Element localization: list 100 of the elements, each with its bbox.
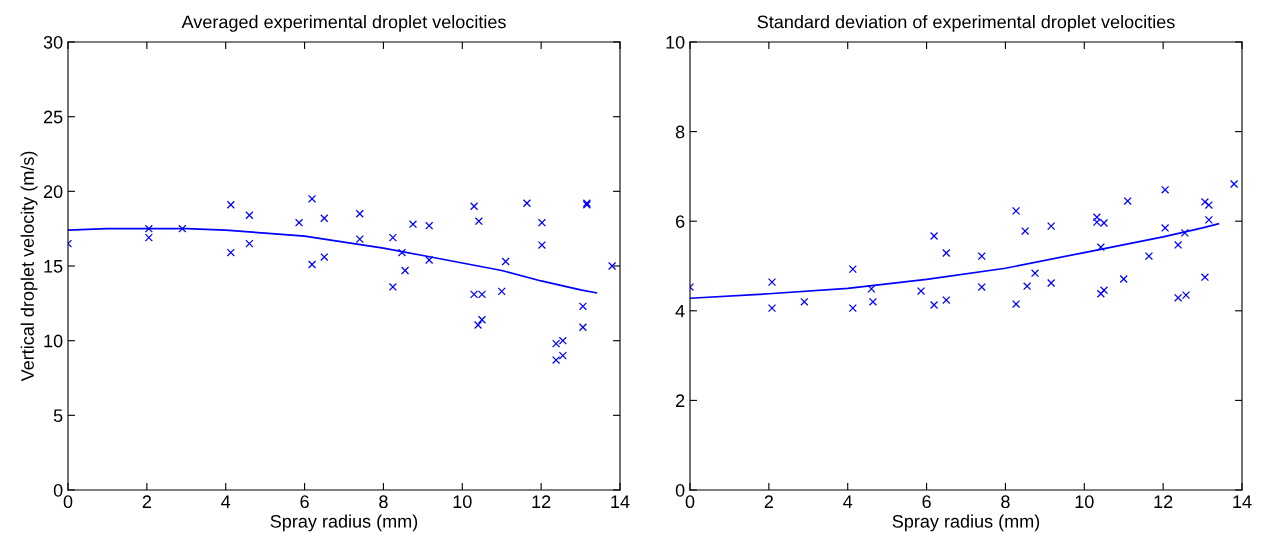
y-tick-label: 8 xyxy=(675,125,685,139)
x-tick-label: 12 xyxy=(1154,495,1173,508)
point xyxy=(320,214,329,223)
point xyxy=(144,233,153,242)
x-tick-label: 6 xyxy=(922,495,931,509)
point xyxy=(473,320,483,330)
point xyxy=(425,221,434,230)
x-tick-label: 14 xyxy=(1233,495,1252,508)
x-axis-title: Spray radius (mm) xyxy=(892,514,1040,532)
point xyxy=(552,355,561,365)
point xyxy=(1011,206,1021,215)
point xyxy=(307,260,317,269)
y-tick-label: 30 xyxy=(43,35,63,49)
point xyxy=(178,224,187,233)
point xyxy=(558,351,567,360)
y-tick-label: 15 xyxy=(44,260,63,273)
x-tick-label: 8 xyxy=(1001,495,1010,509)
point xyxy=(868,297,878,306)
point xyxy=(497,287,506,296)
point xyxy=(388,282,397,292)
y-tick-label: 4 xyxy=(675,304,685,318)
point xyxy=(1144,252,1154,261)
point xyxy=(1092,213,1102,222)
point xyxy=(307,194,317,203)
point xyxy=(1047,278,1056,288)
point xyxy=(1123,196,1132,206)
point xyxy=(477,315,487,324)
x-tick-label: 10 xyxy=(1075,495,1094,509)
x-tick-label: 2 xyxy=(764,495,773,508)
point xyxy=(942,295,951,305)
point xyxy=(245,239,254,248)
point xyxy=(425,255,434,265)
point xyxy=(355,235,364,244)
point xyxy=(1161,185,1170,194)
point xyxy=(1174,240,1183,250)
y-tick-label: 0 xyxy=(53,483,63,497)
y-tick-label: 20 xyxy=(43,185,63,199)
point xyxy=(1030,269,1040,278)
y-tick-label: 2 xyxy=(676,394,685,407)
y-tick-label: 10 xyxy=(44,334,63,348)
y-tick-label: 10 xyxy=(666,35,685,49)
y-tick-label: 5 xyxy=(53,409,63,423)
x-tick-label: 14 xyxy=(611,495,630,508)
point xyxy=(226,248,235,257)
y-tick-label: 0 xyxy=(675,483,685,497)
point xyxy=(1023,282,1032,291)
y-tick-label: 6 xyxy=(676,215,685,228)
point xyxy=(977,252,986,261)
x-tick-label: 2 xyxy=(142,495,151,508)
point xyxy=(474,217,483,226)
point xyxy=(608,261,617,271)
point xyxy=(397,248,407,257)
point xyxy=(848,265,857,274)
x-tick-label: 8 xyxy=(379,495,388,509)
chart-title: Standard deviation of experimental droplet velocities xyxy=(757,15,1175,32)
point xyxy=(355,209,364,218)
point xyxy=(226,200,235,209)
point xyxy=(800,297,809,306)
point xyxy=(1180,228,1189,237)
point xyxy=(1204,215,1213,224)
point xyxy=(1047,222,1056,231)
x-axis-title: Spray radius (mm) xyxy=(270,514,418,532)
point xyxy=(388,233,397,242)
point xyxy=(1119,274,1128,284)
x-tick-label: 0 xyxy=(685,495,695,509)
x-tick-label: 6 xyxy=(300,495,309,509)
line-series xyxy=(68,227,598,294)
point xyxy=(942,248,951,258)
point xyxy=(867,284,876,293)
point xyxy=(320,252,329,262)
x-tick-label: 4 xyxy=(221,495,231,508)
x-tick-label: 12 xyxy=(532,495,551,508)
point xyxy=(767,278,777,287)
point xyxy=(470,202,479,211)
point xyxy=(848,304,857,313)
point xyxy=(1200,273,1210,282)
point xyxy=(1021,226,1030,236)
point xyxy=(1230,179,1239,189)
x-tick-label: 10 xyxy=(453,495,472,509)
point xyxy=(144,224,153,233)
point xyxy=(1200,197,1210,207)
point xyxy=(522,199,532,208)
point xyxy=(1099,286,1109,295)
point xyxy=(578,323,588,332)
point xyxy=(1096,243,1105,252)
point xyxy=(537,240,547,250)
point xyxy=(767,304,777,313)
point xyxy=(408,220,418,229)
point xyxy=(1096,289,1105,298)
line-series xyxy=(690,223,1220,300)
point xyxy=(977,282,986,292)
point xyxy=(929,300,939,310)
point xyxy=(294,218,304,227)
chart-title: Averaged experimental droplet velocities xyxy=(181,15,506,32)
point xyxy=(501,257,510,266)
point xyxy=(1161,223,1170,233)
point xyxy=(916,286,926,296)
x-tick-label: 0 xyxy=(63,495,73,509)
x-tick-label: 4 xyxy=(843,495,853,508)
point xyxy=(537,218,547,227)
